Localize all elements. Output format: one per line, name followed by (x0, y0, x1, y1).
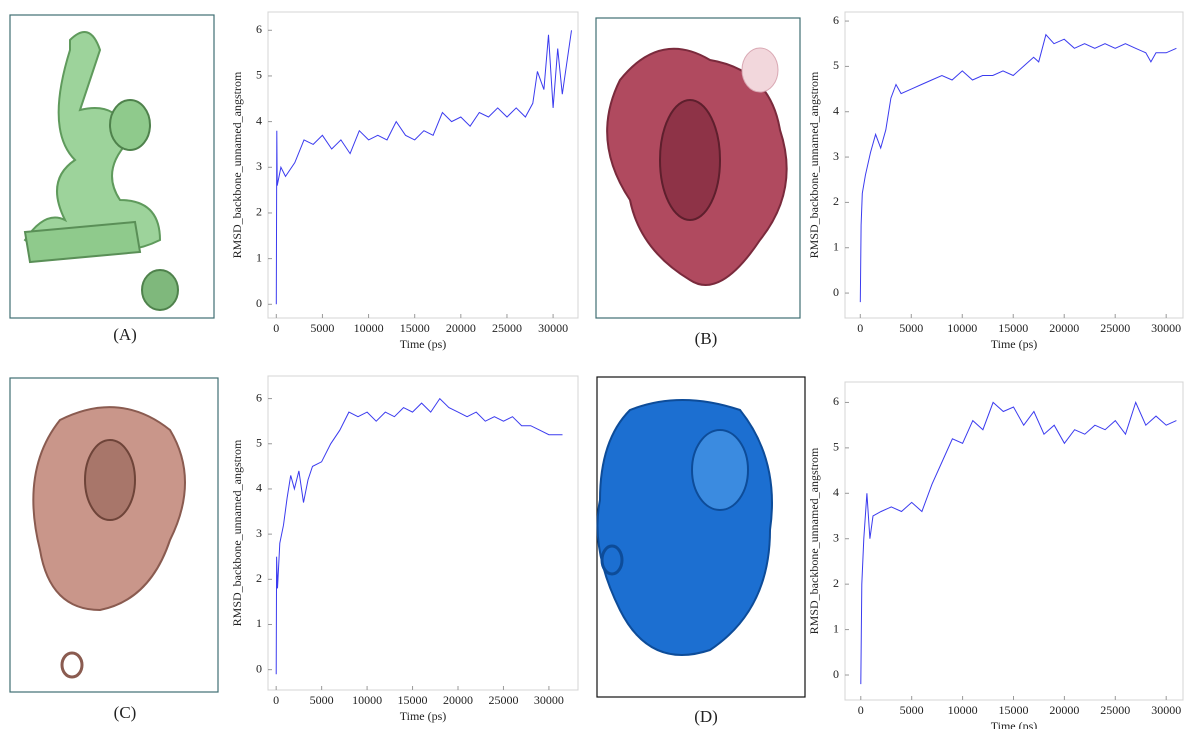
x-tick-label: 15000 (400, 321, 430, 335)
y-tick-label: 0 (256, 296, 262, 310)
y-tick-label: 1 (833, 239, 839, 253)
x-tick-label: 30000 (534, 693, 564, 707)
rmsd-line (861, 402, 1177, 684)
y-tick-label: 2 (833, 576, 839, 590)
x-tick-label: 20000 (446, 321, 476, 335)
y-tick-label: 6 (833, 394, 839, 408)
protein-a (10, 15, 214, 318)
x-tick-label: 5000 (310, 693, 334, 707)
y-tick-label: 1 (833, 621, 839, 635)
x-tick-label: 25000 (1100, 321, 1130, 335)
y-tick-label: 5 (256, 436, 262, 450)
figure: 0123456050001000015000200002500030000Tim… (0, 0, 1187, 729)
y-tick-label: 0 (256, 661, 262, 675)
x-tick-label: 25000 (1100, 703, 1130, 717)
x-axis-label: Time (ps) (400, 337, 447, 351)
x-tick-label: 30000 (538, 321, 568, 335)
panel-label: (C) (114, 703, 137, 722)
plot-frame (268, 376, 578, 690)
x-tick-label: 20000 (443, 693, 473, 707)
y-tick-label: 0 (833, 285, 839, 299)
y-tick-label: 5 (833, 440, 839, 454)
x-axis-label: Time (ps) (991, 337, 1038, 351)
x-tick-label: 0 (273, 693, 279, 707)
x-tick-label: 0 (857, 321, 863, 335)
y-tick-label: 3 (833, 149, 839, 163)
protein-d (597, 377, 805, 697)
y-tick-label: 6 (256, 390, 262, 404)
rmsd-line (276, 30, 571, 304)
y-tick-label: 6 (256, 22, 262, 36)
y-tick-label: 4 (833, 103, 839, 117)
protein-b (596, 18, 800, 318)
y-tick-label: 2 (833, 194, 839, 208)
y-tick-label: 3 (256, 526, 262, 540)
protein-c (10, 378, 218, 692)
y-tick-label: 4 (833, 485, 839, 499)
panel-label: (D) (694, 707, 718, 726)
x-tick-label: 30000 (1151, 703, 1181, 717)
x-tick-label: 10000 (352, 693, 382, 707)
y-tick-label: 1 (256, 250, 262, 264)
y-axis-label: RMSD_backbone_unnamed_angstrom (807, 71, 821, 258)
x-tick-label: 10000 (948, 703, 978, 717)
y-tick-label: 6 (833, 13, 839, 27)
y-tick-label: 4 (256, 481, 262, 495)
y-tick-label: 3 (256, 159, 262, 173)
y-tick-label: 5 (256, 68, 262, 82)
y-tick-label: 3 (833, 530, 839, 544)
x-tick-label: 10000 (947, 321, 977, 335)
rmsd-line (860, 35, 1176, 302)
panel-label: (A) (113, 325, 137, 344)
x-tick-label: 25000 (488, 693, 518, 707)
x-tick-label: 20000 (1049, 321, 1079, 335)
x-tick-label: 5000 (900, 703, 924, 717)
y-axis-label: RMSD_backbone_unnamed_angstrom (807, 447, 821, 634)
plot-frame (268, 12, 578, 318)
y-tick-label: 4 (256, 113, 262, 127)
y-tick-label: 1 (256, 616, 262, 630)
x-axis-label: Time (ps) (991, 719, 1038, 729)
rmsd-line (276, 399, 562, 675)
x-tick-label: 20000 (1049, 703, 1079, 717)
x-tick-label: 30000 (1151, 321, 1181, 335)
x-tick-label: 15000 (998, 321, 1028, 335)
plot-frame (845, 12, 1183, 318)
x-tick-label: 0 (858, 703, 864, 717)
x-tick-label: 5000 (310, 321, 334, 335)
panel-label: (B) (695, 329, 718, 348)
x-tick-label: 10000 (354, 321, 384, 335)
y-tick-label: 0 (833, 667, 839, 681)
y-axis-label: RMSD_backbone_unnamed_angstrom (230, 71, 244, 258)
plot-frame (845, 382, 1183, 700)
y-tick-label: 2 (256, 571, 262, 585)
x-tick-label: 15000 (998, 703, 1028, 717)
y-tick-label: 5 (833, 58, 839, 72)
x-tick-label: 25000 (492, 321, 522, 335)
x-tick-label: 5000 (899, 321, 923, 335)
x-tick-label: 15000 (398, 693, 428, 707)
x-tick-label: 0 (273, 321, 279, 335)
y-tick-label: 2 (256, 205, 262, 219)
y-axis-label: RMSD_backbone_unnamed_angstrom (230, 439, 244, 626)
x-axis-label: Time (ps) (400, 709, 447, 723)
